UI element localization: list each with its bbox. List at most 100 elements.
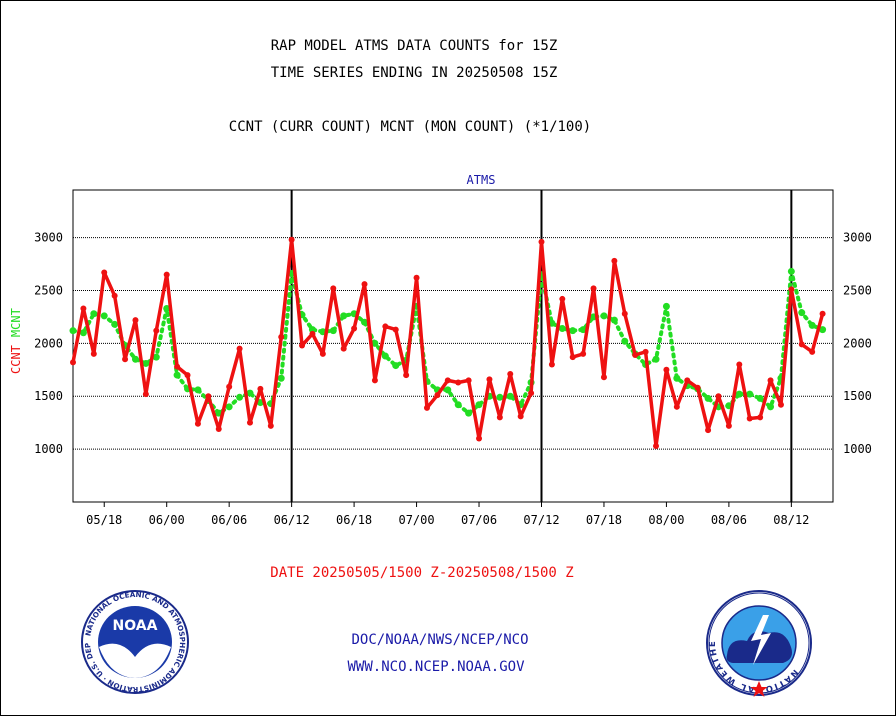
ccnt-point <box>642 348 649 355</box>
ccnt-point <box>403 372 410 379</box>
chart-title-line2: TIME SERIES ENDING IN 20250508 15Z <box>270 65 558 81</box>
mcnt-point <box>111 320 119 328</box>
noaa-wordmark: NOAA <box>113 618 158 634</box>
x-tick-label: 07/00 <box>398 513 434 527</box>
ccnt-point <box>757 414 764 421</box>
mcnt-point <box>444 386 452 394</box>
mcnt-point <box>163 304 171 312</box>
y-axis-label-mcnt: MCNT <box>9 308 23 337</box>
ccnt-point <box>351 325 358 332</box>
plot-area <box>72 189 834 503</box>
mcnt-point <box>173 371 181 379</box>
mcnt-point <box>569 327 577 335</box>
ccnt-point <box>101 269 108 276</box>
ccnt-point <box>361 281 368 288</box>
mcnt-point <box>381 352 389 360</box>
ccnt-point <box>153 327 160 334</box>
ccnt-point <box>288 236 295 243</box>
mcnt-point <box>496 393 504 401</box>
ccnt-point <box>809 348 816 355</box>
ccnt-point <box>371 377 378 384</box>
ccnt-point <box>278 334 285 341</box>
ccnt-point <box>319 350 326 357</box>
mcnt-point <box>236 393 244 401</box>
org-path-label: DOC/NOAA/NWS/NCEP/NCO <box>351 632 529 648</box>
ccnt-point <box>819 310 826 317</box>
org-url-label: WWW.NCO.NCEP.NOAA.GOV <box>347 659 525 675</box>
ccnt-point <box>621 310 628 317</box>
mcnt-point <box>579 326 587 334</box>
x-tick-label: 06/18 <box>336 513 372 527</box>
ccnt-point <box>580 350 587 357</box>
mcnt-point <box>152 353 160 361</box>
ccnt-point <box>413 274 420 281</box>
ccnt-point <box>246 419 253 426</box>
x-tick-label: 05/18 <box>86 513 122 527</box>
ccnt-point <box>694 384 701 391</box>
chart-title-line1: RAP MODEL ATMS DATA COUNTS for 15Z <box>270 38 558 54</box>
ccnt-point <box>340 345 347 352</box>
mcnt-point <box>69 327 77 335</box>
ccnt-point <box>444 377 451 384</box>
ccnt-point <box>559 295 566 302</box>
ccnt-point <box>215 426 222 433</box>
chart-subtitle: CCNT (CURR COUNT) MCNT (MON COUNT) (*1/1… <box>228 119 592 135</box>
mcnt-point <box>392 362 400 370</box>
ccnt-point <box>517 413 524 420</box>
mcnt-point <box>142 359 150 367</box>
y-tick-label-left: 2000 <box>34 336 63 350</box>
y-axis-label-ccnt: CCNT <box>9 345 23 374</box>
x-tick-label: 07/12 <box>523 513 559 527</box>
y-axis-label: CCNT MCNT <box>9 308 23 374</box>
x-tick-label: 06/12 <box>274 513 310 527</box>
mcnt-point <box>465 409 473 417</box>
mcnt-point <box>131 355 139 363</box>
ccnt-point <box>163 271 170 278</box>
ccnt-point <box>455 379 462 386</box>
ccnt-point <box>184 372 191 379</box>
mcnt-point <box>371 339 379 347</box>
ccnt-point <box>174 363 181 370</box>
panel-title: ATMS <box>467 173 496 187</box>
mcnt-point <box>329 327 337 335</box>
mcnt-point <box>610 316 618 324</box>
mcnt-point <box>652 355 660 363</box>
mcnt-point <box>600 312 608 320</box>
ccnt-point <box>777 401 784 408</box>
ccnt-point <box>465 377 472 384</box>
y-tick-label-left: 3000 <box>34 231 63 245</box>
mcnt-point <box>746 390 754 398</box>
x-tick-label: 08/00 <box>648 513 684 527</box>
ccnt-point <box>142 391 149 398</box>
ccnt-point <box>392 326 399 333</box>
ccnt-point <box>507 371 514 378</box>
mcnt-point <box>100 312 108 320</box>
y-tick-label-left: 1500 <box>34 389 63 403</box>
ccnt-point <box>382 323 389 330</box>
ccnt-point <box>590 285 597 292</box>
mcnt-point <box>246 389 254 397</box>
mcnt-point <box>454 401 462 409</box>
mcnt-point <box>90 310 98 318</box>
ccnt-point <box>611 257 618 264</box>
ccnt-point <box>767 377 774 384</box>
mcnt-point <box>819 326 827 334</box>
ccnt-point <box>132 317 139 324</box>
mcnt-point <box>194 386 202 394</box>
ccnt-point <box>309 330 316 337</box>
ccnt-point <box>194 420 201 427</box>
ccnt-point <box>434 392 441 399</box>
mcnt-point <box>225 403 233 411</box>
ccnt-point <box>798 341 805 348</box>
ccnt-point <box>226 383 233 390</box>
ccnt-series-line <box>71 237 825 448</box>
ccnt-point <box>705 427 712 434</box>
ccnt-point <box>569 354 576 361</box>
mcnt-point <box>361 318 369 326</box>
ccnt-point <box>486 376 493 383</box>
ccnt-point <box>684 377 691 384</box>
ccnt-point <box>267 422 274 429</box>
ccnt-point <box>632 351 639 358</box>
mcnt-point <box>673 374 681 382</box>
ccnt-point <box>715 393 722 400</box>
